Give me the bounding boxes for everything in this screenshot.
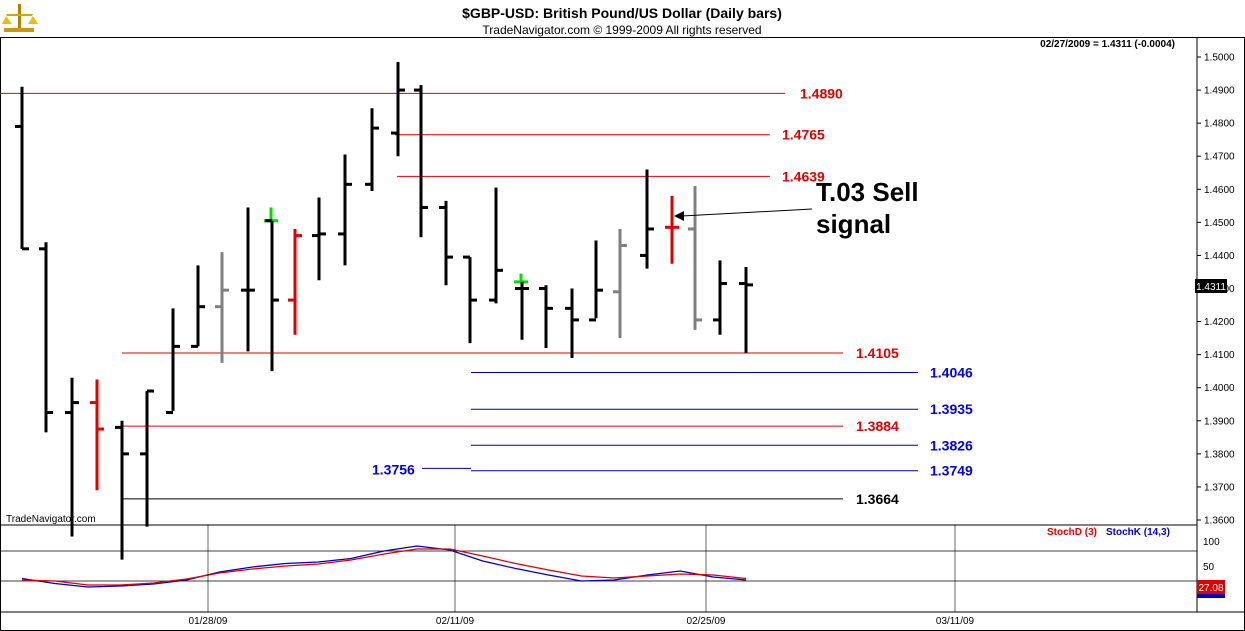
price-tick-label: 1.4900 <box>1204 86 1235 97</box>
chart-frame <box>0 37 1245 631</box>
price-bar <box>265 219 279 372</box>
price-bar <box>589 240 603 322</box>
stoch-d-line <box>21 548 747 586</box>
price-tick-label: 1.3600 <box>1204 516 1235 527</box>
price-bar <box>539 285 553 349</box>
stoch-k-legend: StochK (14,3) <box>1106 527 1170 538</box>
price-tick-label: 1.3800 <box>1204 449 1235 460</box>
price-tick-label: 1.4800 <box>1204 119 1235 130</box>
price-bar <box>439 200 453 286</box>
price-bars <box>15 61 753 560</box>
current-price-label: 1.4311 <box>1196 282 1226 293</box>
price-bar <box>191 265 205 348</box>
level-label: 1.4765 <box>782 127 825 143</box>
price-bar <box>90 379 104 491</box>
date-axis: 01/28/09 02/11/09 02/25/09 03/11/09 <box>189 525 975 627</box>
price-tick-label: 1.4100 <box>1204 350 1235 361</box>
level-label: 1.3884 <box>856 418 899 434</box>
price-bar <box>739 267 753 353</box>
watermark: TradeNavigator.com <box>6 514 96 525</box>
level-label: 1.4639 <box>782 168 825 184</box>
level-label: 1.3664 <box>856 491 899 507</box>
chart-title: $GBP-USD: British Pound/US Dollar (Daily… <box>462 5 782 21</box>
scale-logo-icon <box>2 4 38 32</box>
price-bar <box>312 197 326 281</box>
price-bar <box>713 260 727 335</box>
price-tick-label: 1.3700 <box>1204 482 1235 493</box>
price-bar <box>115 420 129 560</box>
price-bar <box>241 207 255 352</box>
stoch-k-line <box>21 545 747 588</box>
price-bar <box>414 85 428 238</box>
price-bar <box>15 86 29 251</box>
level-label: 1.4046 <box>930 365 973 381</box>
level-label: 1.4105 <box>856 345 899 361</box>
price-tick-label: 1.4000 <box>1204 383 1235 394</box>
price-bar <box>338 154 352 266</box>
last-quote: 02/27/2009 = 1.4311 (-0.0004) <box>1040 39 1175 50</box>
price-bar <box>565 288 579 358</box>
annotation-arrow <box>674 208 813 221</box>
stoch-value-marker: 27.08 <box>1197 580 1225 598</box>
price-bar <box>166 308 180 415</box>
price-bar <box>65 377 79 537</box>
stochastic-panel: 100500 <box>0 537 1220 598</box>
price-bar <box>463 255 477 344</box>
price-bar <box>140 389 154 527</box>
stoch-tick-label: 100 <box>1203 537 1220 548</box>
level-label: 1.3749 <box>930 463 973 479</box>
annotation-line1: T.03 Sell <box>816 177 919 207</box>
price-bar <box>391 61 405 157</box>
price-tick-label: 1.4200 <box>1204 317 1235 328</box>
level-label: 1.3826 <box>930 437 973 453</box>
price-bar <box>688 185 702 330</box>
date-label: 03/11/09 <box>936 616 975 627</box>
level-label: 1.3935 <box>930 401 973 417</box>
stoch-d-legend: StochD (3) <box>1047 527 1097 538</box>
price-tick-label: 1.4500 <box>1204 218 1235 229</box>
price-tick-label: 1.4400 <box>1204 251 1235 262</box>
price-bar <box>489 187 503 304</box>
price-bar <box>39 242 53 433</box>
price-levels: 1.4890 1.4765 1.4639 1.4105 1.4046 1.3935 1.38… <box>0 85 973 507</box>
level-label: 1.3756 <box>372 462 415 478</box>
price-bar <box>365 108 379 191</box>
stoch-current-value: 27.08 <box>1198 583 1223 594</box>
price-bar <box>215 252 229 363</box>
date-label: 02/25/09 <box>687 616 726 627</box>
price-bar <box>640 169 654 269</box>
price-bar <box>665 195 679 264</box>
price-tick-label: 1.5000 <box>1204 53 1235 64</box>
price-bar <box>613 228 627 339</box>
price-bar <box>515 281 529 340</box>
price-tick-label: 1.4700 <box>1204 152 1235 163</box>
date-label: 02/11/09 <box>436 616 475 627</box>
current-price-marker: 1.4311 <box>1195 279 1227 293</box>
price-tick-label: 1.3900 <box>1204 416 1235 427</box>
stoch-tick-label: 50 <box>1203 562 1215 573</box>
annotation-line2: signal <box>816 209 891 239</box>
level-label: 1.4890 <box>800 85 843 101</box>
price-bar <box>288 228 302 335</box>
price-tick-label: 1.4600 <box>1204 185 1235 196</box>
chart-subtitle: TradeNavigator.com © 1999-2009 All right… <box>482 23 761 37</box>
date-label: 01/28/09 <box>189 616 228 627</box>
